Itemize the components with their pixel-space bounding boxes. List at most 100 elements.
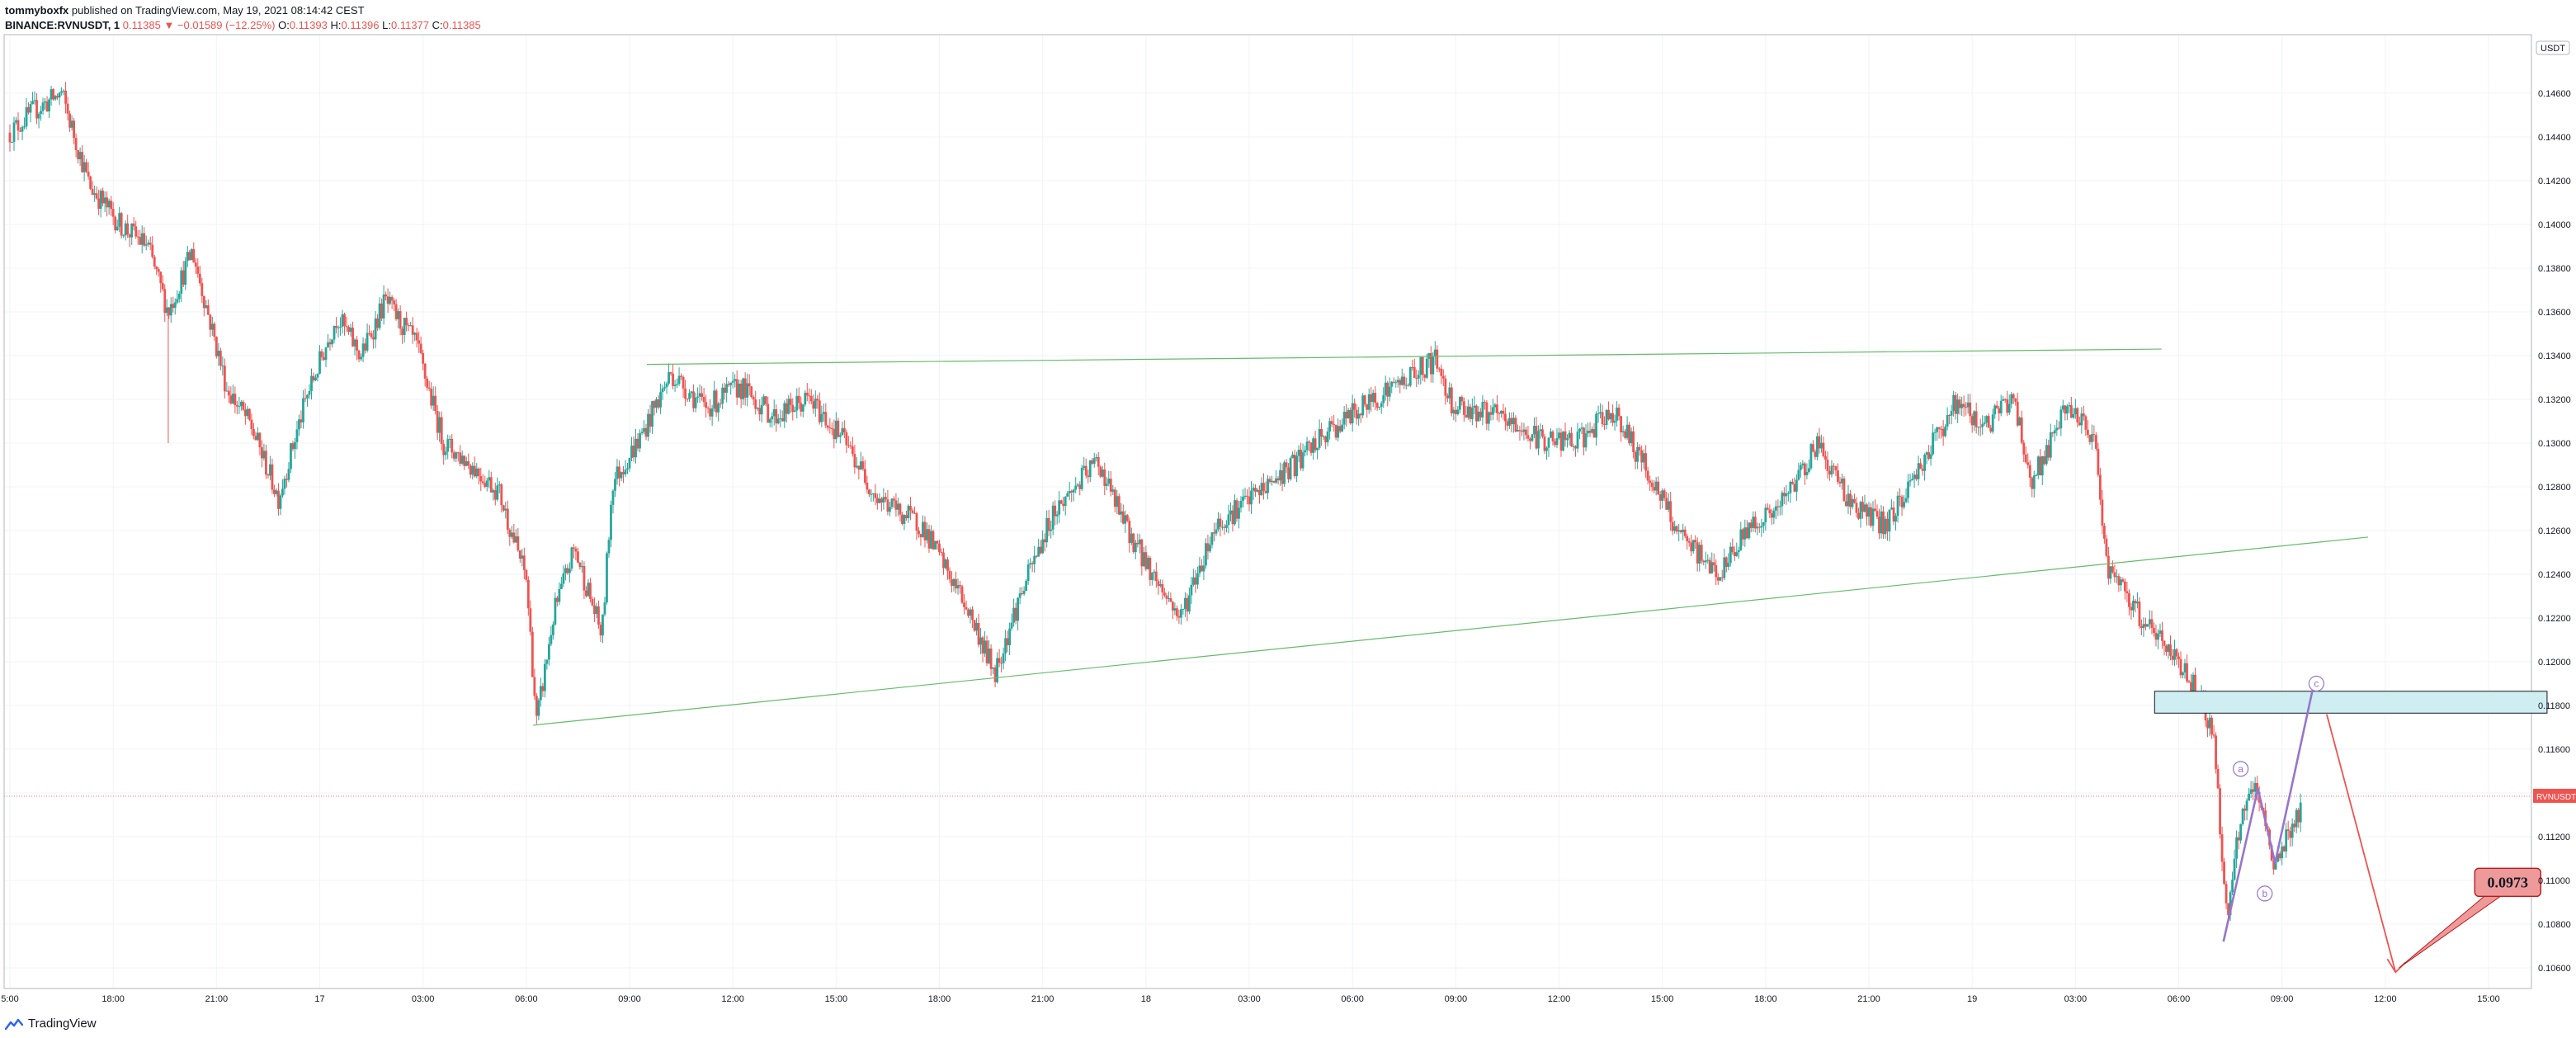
candle-body: [2047, 445, 2050, 458]
candle-body: [1413, 367, 1416, 378]
candle-body: [360, 356, 362, 360]
candle-body: [2097, 448, 2100, 475]
candle-body: [1847, 493, 1850, 507]
candle: [1632, 426, 1635, 459]
candle-body: [1149, 557, 1152, 580]
candle: [1146, 555, 1149, 570]
candle-body: [2157, 634, 2159, 640]
candle: [153, 254, 156, 270]
candle-body: [252, 428, 255, 436]
candle: [2053, 424, 2056, 441]
candle-body: [2191, 674, 2195, 692]
candle-body: [1551, 432, 1555, 442]
candle-body: [1456, 409, 1460, 414]
candle-body: [814, 399, 817, 409]
candle-body: [413, 333, 417, 335]
candle: [1318, 419, 1321, 451]
symbol-label[interactable]: BINANCE:RVNUSDT, 1: [5, 19, 120, 31]
candle-body: [345, 326, 348, 328]
candle: [2039, 449, 2042, 476]
candle: [2035, 473, 2038, 477]
candle: [738, 379, 741, 399]
candle: [1465, 405, 1468, 418]
candle-body: [746, 383, 749, 398]
candle-body: [1276, 478, 1280, 481]
candle-body: [1640, 450, 1644, 463]
candle: [1882, 506, 1885, 540]
candle: [1735, 542, 1739, 557]
candle-body: [83, 162, 86, 172]
candle-body: [1500, 410, 1503, 414]
candle-body: [1474, 405, 1478, 422]
candle: [1014, 602, 1017, 625]
candle: [1437, 366, 1441, 373]
candle: [149, 236, 152, 250]
candle-body: [731, 380, 734, 383]
candle: [709, 399, 712, 421]
candle-body: [2003, 399, 2007, 400]
candle: [165, 299, 168, 317]
candle: [547, 637, 550, 666]
candle-body: [2235, 837, 2238, 859]
candle-body: [2065, 406, 2069, 414]
candle: [477, 467, 480, 485]
candle-body: [456, 452, 460, 454]
candle: [1597, 405, 1600, 423]
candle: [1855, 497, 1858, 518]
candle-body: [554, 597, 557, 625]
candle: [526, 576, 530, 616]
candle: [1979, 418, 1982, 436]
candle: [361, 337, 365, 362]
candle: [1941, 420, 1945, 446]
candle-body: [1824, 455, 1827, 460]
candle-body: [913, 512, 916, 514]
candle-body: [210, 323, 214, 330]
candle: [2179, 651, 2182, 679]
candle: [927, 524, 931, 553]
candle-body: [2248, 793, 2251, 801]
candle-body: [21, 126, 24, 132]
candle: [15, 116, 17, 125]
candle: [294, 437, 296, 459]
candle: [1969, 394, 1972, 423]
candle: [459, 445, 462, 466]
candle-body: [1529, 438, 1531, 441]
candle-body: [231, 394, 234, 404]
candle: [743, 372, 747, 406]
candle-body: [52, 89, 54, 100]
footer-brand[interactable]: TradingView: [5, 1017, 97, 1031]
candle-body: [2295, 809, 2298, 828]
candle-body: [97, 198, 101, 209]
candle: [2094, 432, 2097, 451]
candle: [2055, 419, 2059, 436]
candle-body: [547, 644, 550, 660]
candle-body: [1673, 526, 1677, 531]
candle: [163, 284, 167, 322]
candle: [1076, 483, 1079, 488]
candle-body: [643, 427, 645, 432]
candle-body: [833, 428, 836, 440]
candle-body: [680, 375, 682, 377]
candle-body: [2210, 717, 2213, 735]
candle-body: [1378, 407, 1381, 408]
candle-body: [107, 201, 111, 208]
candle-body: [795, 395, 799, 411]
candle-body: [479, 476, 483, 482]
candle-body: [177, 293, 181, 300]
candle: [543, 658, 546, 698]
candle-body: [531, 631, 534, 677]
candle: [1113, 487, 1116, 512]
price-change: ▼ −0.01589 (−12.25%): [163, 19, 276, 31]
candle-body: [238, 406, 241, 408]
candle-body: [1578, 428, 1581, 432]
candle-body: [797, 395, 800, 403]
candle: [2113, 564, 2116, 583]
candle-body: [143, 233, 146, 246]
candle-body: [1167, 597, 1170, 599]
candle: [1394, 380, 1398, 388]
author-name[interactable]: tommyboxfx: [5, 4, 69, 17]
candle: [661, 385, 664, 400]
candle: [242, 399, 245, 412]
candle-body: [639, 433, 641, 449]
